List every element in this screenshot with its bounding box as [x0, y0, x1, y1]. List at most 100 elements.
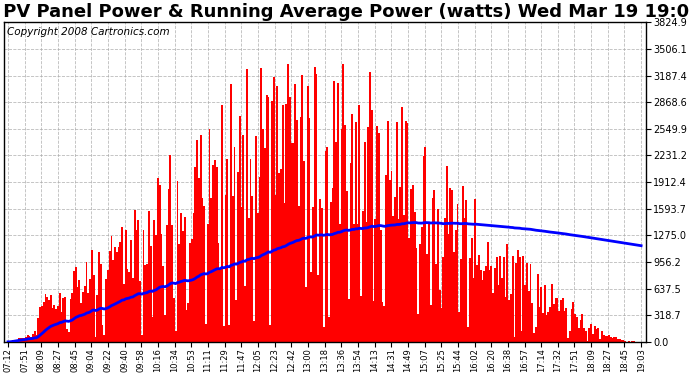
- Bar: [289, 98, 290, 342]
- Bar: [287, 64, 289, 342]
- Bar: [277, 86, 278, 342]
- Bar: [204, 206, 205, 342]
- Bar: [171, 225, 173, 342]
- Bar: [59, 292, 61, 342]
- Bar: [574, 314, 576, 342]
- Bar: [62, 298, 64, 342]
- Bar: [414, 211, 415, 342]
- Bar: [431, 198, 433, 342]
- Bar: [71, 293, 73, 342]
- Bar: [92, 274, 95, 342]
- Bar: [442, 257, 444, 342]
- Bar: [603, 335, 604, 342]
- Bar: [610, 338, 612, 342]
- Bar: [282, 105, 284, 342]
- Bar: [123, 284, 125, 342]
- Bar: [580, 320, 582, 342]
- Bar: [25, 337, 27, 342]
- Bar: [540, 287, 542, 342]
- Bar: [613, 336, 615, 342]
- Bar: [476, 266, 478, 342]
- Bar: [567, 338, 569, 342]
- Bar: [109, 251, 110, 342]
- Bar: [150, 246, 152, 342]
- Bar: [137, 220, 139, 342]
- Bar: [351, 114, 353, 342]
- Bar: [512, 256, 513, 342]
- Bar: [341, 129, 342, 342]
- Bar: [234, 147, 235, 342]
- Bar: [549, 308, 551, 342]
- Bar: [396, 122, 397, 342]
- Bar: [68, 332, 70, 342]
- Bar: [369, 72, 371, 342]
- Bar: [489, 270, 491, 342]
- Bar: [378, 133, 380, 342]
- Bar: [219, 269, 221, 342]
- Bar: [177, 182, 179, 342]
- Bar: [335, 142, 337, 342]
- Bar: [348, 299, 350, 342]
- Bar: [107, 270, 109, 342]
- Bar: [259, 177, 260, 342]
- Bar: [400, 187, 402, 342]
- Bar: [199, 135, 201, 342]
- Bar: [314, 67, 316, 342]
- Bar: [435, 264, 437, 342]
- Bar: [624, 340, 626, 342]
- Bar: [417, 314, 419, 342]
- Bar: [139, 281, 141, 342]
- Bar: [547, 312, 549, 342]
- Bar: [562, 298, 564, 342]
- Bar: [589, 328, 591, 342]
- Bar: [362, 211, 364, 342]
- Bar: [464, 218, 466, 342]
- Bar: [467, 327, 469, 342]
- Bar: [296, 120, 298, 342]
- Bar: [275, 195, 277, 342]
- Bar: [79, 280, 80, 342]
- Bar: [530, 264, 531, 342]
- Bar: [430, 305, 432, 342]
- Bar: [37, 318, 39, 342]
- Bar: [410, 189, 412, 342]
- Bar: [364, 142, 366, 342]
- Bar: [195, 167, 196, 342]
- Bar: [573, 302, 574, 342]
- Bar: [166, 225, 168, 342]
- Bar: [264, 147, 266, 342]
- Bar: [457, 204, 458, 342]
- Bar: [21, 338, 23, 342]
- Bar: [242, 135, 244, 342]
- Bar: [453, 252, 455, 342]
- Bar: [241, 207, 243, 342]
- Bar: [394, 197, 396, 342]
- Bar: [271, 101, 273, 342]
- Bar: [302, 75, 303, 342]
- Bar: [391, 171, 393, 342]
- Bar: [366, 222, 367, 342]
- Bar: [223, 326, 225, 342]
- Bar: [503, 257, 505, 342]
- Bar: [571, 309, 573, 342]
- Bar: [207, 224, 208, 342]
- Bar: [522, 255, 524, 342]
- Bar: [125, 230, 127, 342]
- Bar: [278, 173, 280, 342]
- Bar: [251, 196, 253, 342]
- Bar: [100, 264, 101, 342]
- Bar: [517, 249, 519, 342]
- Bar: [633, 341, 635, 342]
- Bar: [214, 160, 216, 342]
- Bar: [48, 300, 50, 342]
- Bar: [542, 313, 544, 342]
- Bar: [594, 326, 595, 342]
- Bar: [608, 335, 610, 342]
- Bar: [478, 255, 480, 342]
- Bar: [376, 126, 378, 342]
- Bar: [598, 328, 599, 342]
- Bar: [397, 219, 400, 342]
- Bar: [75, 267, 77, 342]
- Bar: [583, 328, 585, 342]
- Bar: [119, 242, 121, 342]
